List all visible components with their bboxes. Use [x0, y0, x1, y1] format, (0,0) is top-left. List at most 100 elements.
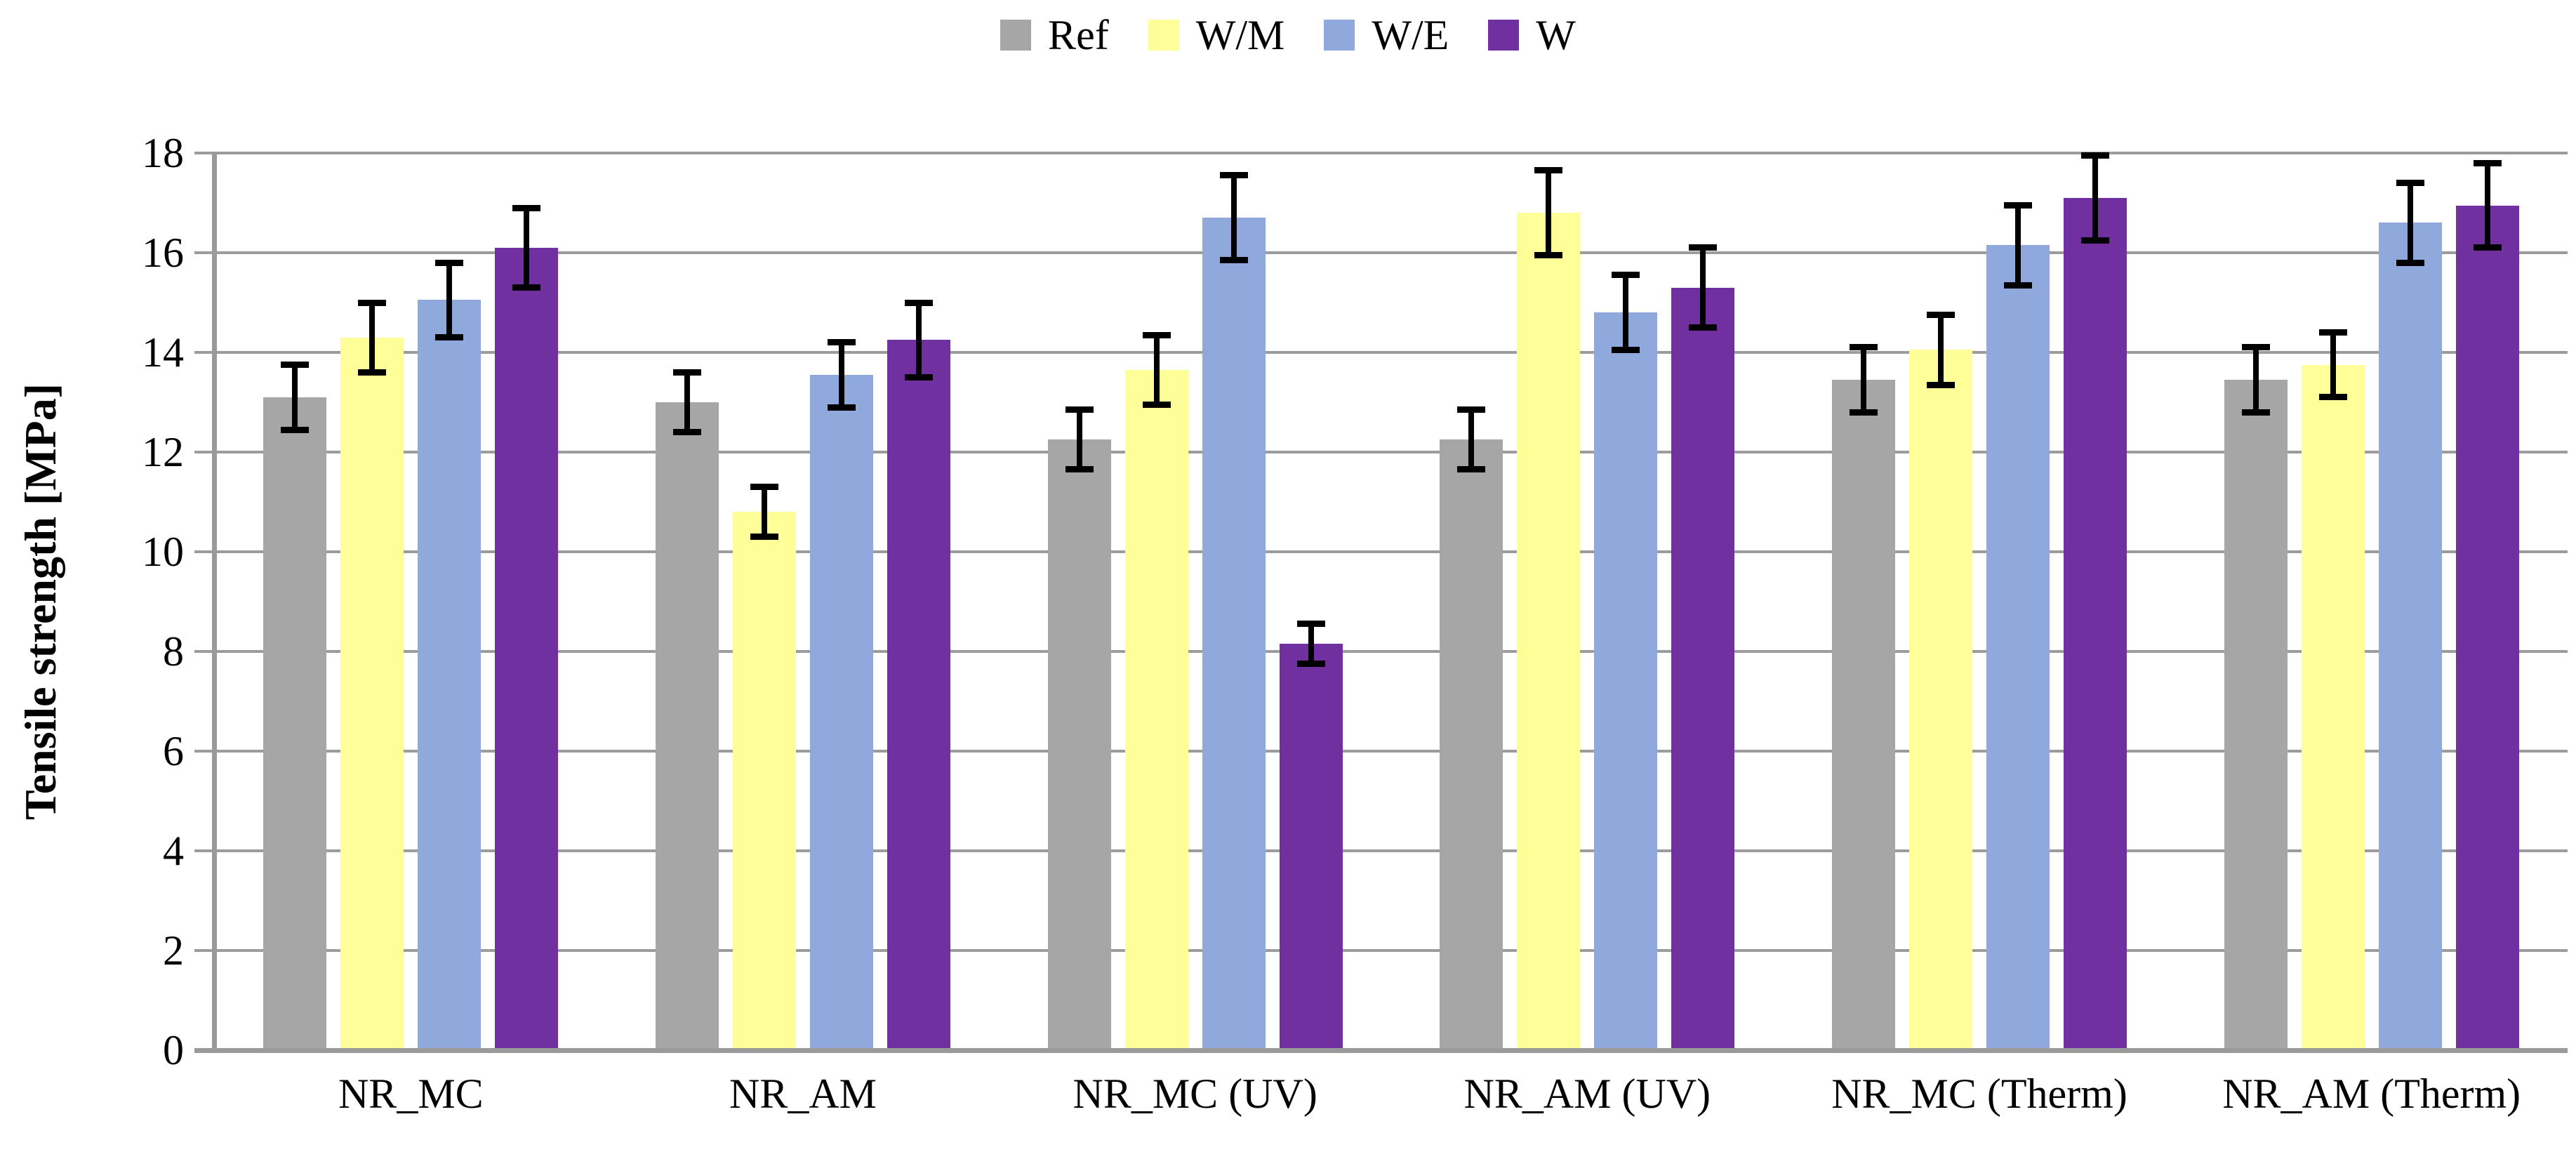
y-tick-label-12: 12: [142, 429, 184, 475]
error-cap-bottom-w-e-nr-am-uv: [1612, 346, 1640, 353]
x-axis-label-nr-am: NR_AM: [729, 1071, 877, 1117]
x-axis-label-nr-am-therm: NR_AM (Therm): [2222, 1071, 2521, 1117]
error-bar-w-nr-mc-uv: [1308, 623, 1314, 664]
error-cap-top-w-m-nr-am-uv: [1534, 167, 1563, 174]
error-cap-top-w-nr-mc-therm: [2081, 152, 2109, 159]
y-tick-label-18: 18: [142, 130, 184, 176]
bar-ref-nr-am-uv: [1440, 439, 1503, 1050]
error-cap-bottom-w-e-nr-mc-uv: [1219, 257, 1248, 264]
error-cap-top-ref-nr-mc-uv: [1065, 406, 1094, 413]
error-bar-ref-nr-am-uv: [1468, 409, 1475, 470]
error-bar-w-nr-mc-therm: [2092, 155, 2098, 241]
error-cap-top-ref-nr-mc-therm: [1850, 344, 1878, 351]
grid-line-y16: [194, 251, 2568, 254]
error-cap-bottom-w-m-nr-mc-uv: [1142, 402, 1171, 409]
y-tick-label-0: 0: [163, 1027, 184, 1073]
y-tick-label-16: 16: [142, 230, 184, 276]
grid-line-y2: [194, 949, 2568, 952]
bar-ref-nr-mc: [263, 397, 327, 1050]
bar-w-m-nr-am-therm: [2301, 364, 2365, 1050]
error-cap-bottom-w-nr-am-uv: [1689, 324, 1718, 331]
grid-line-y10: [194, 550, 2568, 553]
bar-w-nr-mc-therm: [2064, 197, 2127, 1050]
error-bar-w-m-nr-am: [762, 486, 767, 537]
grid-line-y8: [194, 650, 2568, 653]
error-cap-bottom-ref-nr-am-uv: [1457, 466, 1486, 473]
bar-w-nr-am: [887, 340, 950, 1050]
y-axis-line: [212, 153, 217, 1053]
error-bar-w-e-nr-mc: [446, 263, 453, 338]
bar-w-e-nr-mc-uv: [1202, 218, 1266, 1050]
error-bar-w-nr-am: [916, 303, 922, 378]
error-cap-bottom-w-m-nr-mc: [358, 369, 387, 376]
error-bar-ref-nr-mc-therm: [1861, 347, 1866, 413]
error-cap-top-ref-nr-am-uv: [1457, 406, 1486, 413]
error-cap-bottom-ref-nr-mc-uv: [1065, 466, 1094, 473]
legend-item-w-e: W/E: [1324, 14, 1449, 56]
bar-w-nr-mc: [495, 247, 559, 1050]
error-bar-ref-nr-mc-uv: [1076, 409, 1082, 470]
error-cap-bottom-ref-nr-am: [673, 429, 701, 436]
error-bar-w-m-nr-am-uv: [1546, 170, 1552, 256]
error-cap-top-w-e-nr-mc-therm: [2004, 202, 2032, 209]
bar-ref-nr-mc-uv: [1047, 439, 1111, 1050]
bar-w-m-nr-am-uv: [1517, 213, 1581, 1050]
error-cap-top-ref-nr-am-therm: [2241, 344, 2270, 351]
error-cap-bottom-w-m-nr-am-uv: [1534, 252, 1563, 259]
bar-w-e-nr-am: [810, 374, 873, 1050]
error-cap-bottom-w-nr-mc-uv: [1296, 661, 1325, 668]
legend-label-ref: Ref: [1048, 12, 1109, 58]
error-cap-bottom-w-m-nr-am-therm: [2318, 394, 2347, 401]
error-cap-top-w-m-nr-mc: [358, 299, 387, 306]
error-cap-top-w-nr-am: [905, 299, 933, 306]
legend-item-ref: Ref: [1000, 14, 1109, 56]
error-bar-w-m-nr-mc: [369, 303, 376, 373]
legend-label-w: W: [1536, 12, 1576, 58]
bar-w-m-nr-mc-uv: [1124, 369, 1188, 1050]
y-tick-label-8: 8: [163, 628, 184, 675]
error-bar-w-nr-mc: [524, 208, 530, 288]
error-cap-bottom-w-e-nr-mc-therm: [2004, 282, 2032, 289]
bar-ref-nr-mc-therm: [1832, 380, 1895, 1050]
legend-item-w: W: [1488, 14, 1576, 56]
error-bar-ref-nr-am: [684, 372, 690, 432]
bar-w-e-nr-mc: [418, 300, 482, 1050]
legend-swatch-w-icon: [1488, 20, 1520, 51]
error-cap-bottom-ref-nr-mc-therm: [1850, 409, 1878, 416]
bar-w-nr-mc-uv: [1279, 644, 1343, 1050]
x-axis-label-nr-mc-therm: NR_MC (Therm): [1831, 1071, 2127, 1117]
error-bar-w-nr-am-uv: [1700, 247, 1706, 328]
error-cap-top-w-e-nr-mc: [435, 259, 464, 266]
error-cap-bottom-w-nr-am: [905, 374, 933, 380]
grid-line-y18: [194, 152, 2568, 154]
error-cap-top-w-nr-mc-uv: [1296, 621, 1325, 628]
error-cap-top-w-e-nr-am: [828, 339, 856, 346]
bar-w-e-nr-mc-therm: [1986, 245, 2050, 1050]
error-bar-w-e-nr-mc-uv: [1230, 175, 1237, 260]
grid-line-y4: [194, 849, 2568, 852]
x-axis-label-nr-mc: NR_MC: [338, 1071, 484, 1117]
error-cap-bottom-ref-nr-mc: [281, 426, 310, 433]
legend-swatch-ref-icon: [1000, 20, 1032, 51]
bar-w-nr-am-uv: [1671, 287, 1735, 1050]
error-bar-w-nr-am-therm: [2484, 163, 2490, 248]
error-cap-top-w-e-nr-mc-uv: [1219, 172, 1248, 179]
grid-line-y14: [194, 351, 2568, 354]
legend-swatch-w-e-icon: [1324, 20, 1355, 51]
bar-w-e-nr-am-therm: [2378, 223, 2442, 1050]
error-cap-top-w-m-nr-mc-therm: [1927, 312, 1955, 319]
y-tick-label-6: 6: [163, 728, 184, 774]
y-tick-label-10: 10: [142, 529, 184, 575]
legend-swatch-w-m-icon: [1148, 20, 1179, 51]
error-cap-bottom-w-e-nr-am: [828, 404, 856, 411]
x-axis-label-nr-am-uv: NR_AM (UV): [1463, 1071, 1711, 1117]
bar-w-m-nr-mc-therm: [1909, 350, 1972, 1050]
error-cap-top-w-nr-mc: [512, 204, 541, 211]
bar-ref-nr-am: [656, 402, 719, 1050]
error-cap-bottom-w-e-nr-am-therm: [2396, 259, 2424, 266]
error-cap-bottom-w-m-nr-am: [750, 534, 778, 541]
x-axis-line: [194, 1048, 2568, 1053]
error-cap-bottom-w-e-nr-mc: [435, 334, 464, 341]
error-bar-ref-nr-mc: [292, 364, 298, 430]
